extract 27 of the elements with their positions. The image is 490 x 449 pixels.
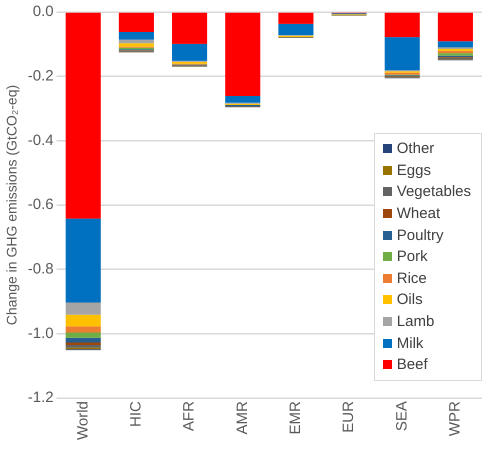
y-axis-title: Change in GHG emissions (GtCO₂-eq): [3, 84, 20, 326]
y-tick-label: -1.2: [28, 389, 54, 406]
legend-label: Wheat: [396, 205, 440, 222]
y-tick-label: -0.6: [28, 196, 54, 214]
x-tick-label: HIC: [128, 400, 145, 427]
x-tick-label: AFR: [180, 400, 198, 432]
legend-label: Pork: [396, 248, 428, 266]
legend-label: Eggs: [396, 162, 431, 179]
y-tick-label: -0.8: [28, 260, 54, 278]
y-tick-label: -1.0: [28, 324, 54, 342]
x-tick-label: EUR: [340, 400, 358, 433]
x-tick-label: EMR: [287, 400, 304, 434]
y-tick-label: -0.2: [28, 67, 54, 84]
legend-label: Lamb: [396, 313, 434, 330]
x-tick-label: World: [74, 401, 92, 440]
x-tick-label: SEA: [393, 401, 410, 432]
legend-label: Milk: [396, 334, 424, 352]
legend-label: Other: [396, 140, 434, 158]
legend-label: Poultry: [396, 226, 444, 244]
x-tick-label: WPR: [446, 400, 464, 436]
legend-label: Vegetables: [396, 183, 471, 200]
x-tick-label: AMR: [234, 400, 251, 434]
y-tick-label: -0.4: [28, 132, 54, 149]
y-tick-label: 0.0: [32, 3, 54, 20]
legend-label: Beef: [396, 356, 428, 374]
legend-label: Rice: [396, 270, 427, 287]
legend-label: Oils: [396, 291, 423, 308]
